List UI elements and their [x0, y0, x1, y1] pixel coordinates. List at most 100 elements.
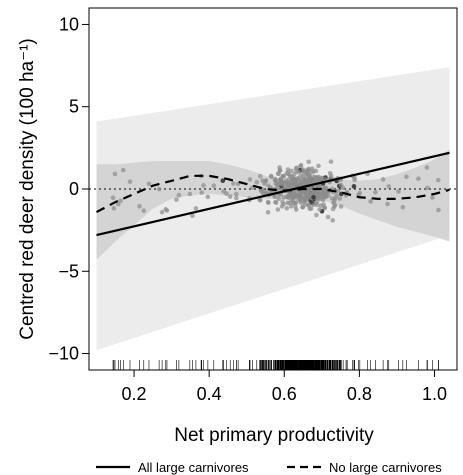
data-point: [325, 214, 331, 220]
data-point: [330, 218, 336, 223]
y-axis-title: Centred red deer density (100 ha⁻¹): [17, 38, 38, 340]
data-point: [258, 188, 264, 194]
data-point: [278, 176, 284, 182]
confidence-bands: [96, 67, 450, 351]
data-point: [112, 171, 118, 177]
data-point: [300, 173, 306, 179]
data-point: [314, 212, 319, 218]
y-axis: −10 −5 0 5 10: [48, 14, 89, 364]
ci-band-all-large-carnivores: [96, 67, 450, 351]
data-point: [284, 205, 290, 211]
y-tick-label: −5: [58, 261, 79, 281]
data-point: [327, 170, 333, 176]
data-point: [322, 176, 328, 182]
data-point: [368, 199, 373, 204]
x-tick-label: 0.4: [197, 384, 222, 404]
data-point: [116, 201, 121, 207]
x-tick-label: 0.2: [122, 384, 147, 404]
data-point: [292, 171, 297, 177]
data-point: [220, 178, 226, 184]
data-point: [141, 208, 147, 213]
data-point: [337, 196, 343, 201]
x-axis-title: Net primary productivity: [174, 425, 374, 446]
data-point: [396, 189, 401, 194]
data-point: [275, 207, 281, 212]
data-point: [293, 204, 298, 210]
data-point: [424, 165, 430, 170]
data-point: [231, 181, 236, 186]
data-point: [275, 171, 281, 177]
data-point: [319, 176, 324, 182]
data-point: [328, 159, 334, 164]
data-point: [201, 183, 206, 188]
data-point: [332, 204, 337, 209]
y-tick-label: 5: [69, 97, 79, 117]
data-point: [318, 196, 323, 202]
x-tick-label: 0.8: [347, 384, 372, 404]
data-point: [325, 193, 331, 198]
data-point: [298, 162, 304, 168]
data-point: [306, 173, 312, 178]
data-point: [254, 179, 260, 185]
data-point: [436, 177, 441, 183]
data-point: [301, 199, 306, 205]
data-point: [111, 206, 117, 211]
data-point: [260, 178, 265, 184]
data-point: [296, 169, 302, 175]
data-point: [163, 207, 169, 212]
data-point: [285, 167, 291, 172]
data-point: [300, 204, 305, 210]
data-point: [404, 174, 409, 180]
data-point: [268, 173, 274, 179]
data-point: [227, 194, 233, 199]
fit-line-all-large-carnivores: [96, 151, 450, 237]
data-point: [221, 189, 226, 194]
data-point: [247, 177, 253, 182]
data-point: [265, 209, 271, 215]
data-point: [279, 182, 285, 187]
legend-label-all: All large carnivores: [138, 460, 249, 475]
data-point: [174, 197, 179, 202]
data-point: [306, 166, 312, 172]
data-point: [297, 194, 303, 200]
data-point: [316, 191, 322, 197]
data-point: [137, 203, 142, 209]
fit-lines: [95, 151, 450, 237]
data-point: [284, 171, 290, 176]
data-point: [294, 176, 300, 182]
data-point: [306, 159, 312, 165]
data-point: [416, 176, 421, 181]
data-point: [298, 191, 303, 196]
data-point: [199, 190, 205, 195]
data-point: [273, 199, 278, 205]
data-point: [281, 201, 286, 207]
data-point: [316, 163, 321, 169]
rug-marks: [112, 360, 439, 370]
data-point: [311, 174, 317, 179]
data-point: [234, 195, 239, 201]
legend: All large carnivores No large carnivores: [96, 460, 442, 475]
data-point: [385, 201, 390, 207]
data-point: [258, 197, 263, 203]
data-point: [309, 169, 314, 175]
data-point: [373, 189, 378, 195]
data-point: [331, 200, 336, 206]
data-point: [266, 183, 271, 188]
x-tick-label: 1.0: [422, 384, 447, 404]
data-point: [300, 167, 306, 172]
data-point: [400, 204, 406, 210]
data-point: [308, 206, 314, 211]
data-point: [314, 199, 320, 204]
data-point: [338, 182, 344, 188]
data-point: [190, 213, 195, 219]
data-point: [311, 195, 316, 200]
data-point: [272, 177, 278, 183]
data-point: [159, 209, 165, 215]
x-axis: 0.2 0.4 0.6 0.8 1.0: [122, 370, 447, 404]
y-tick-label: 0: [69, 179, 79, 199]
data-point: [322, 205, 327, 210]
data-point: [287, 182, 292, 187]
fit-line-no-large-carnivores: [95, 174, 450, 214]
data-point: [276, 196, 282, 202]
